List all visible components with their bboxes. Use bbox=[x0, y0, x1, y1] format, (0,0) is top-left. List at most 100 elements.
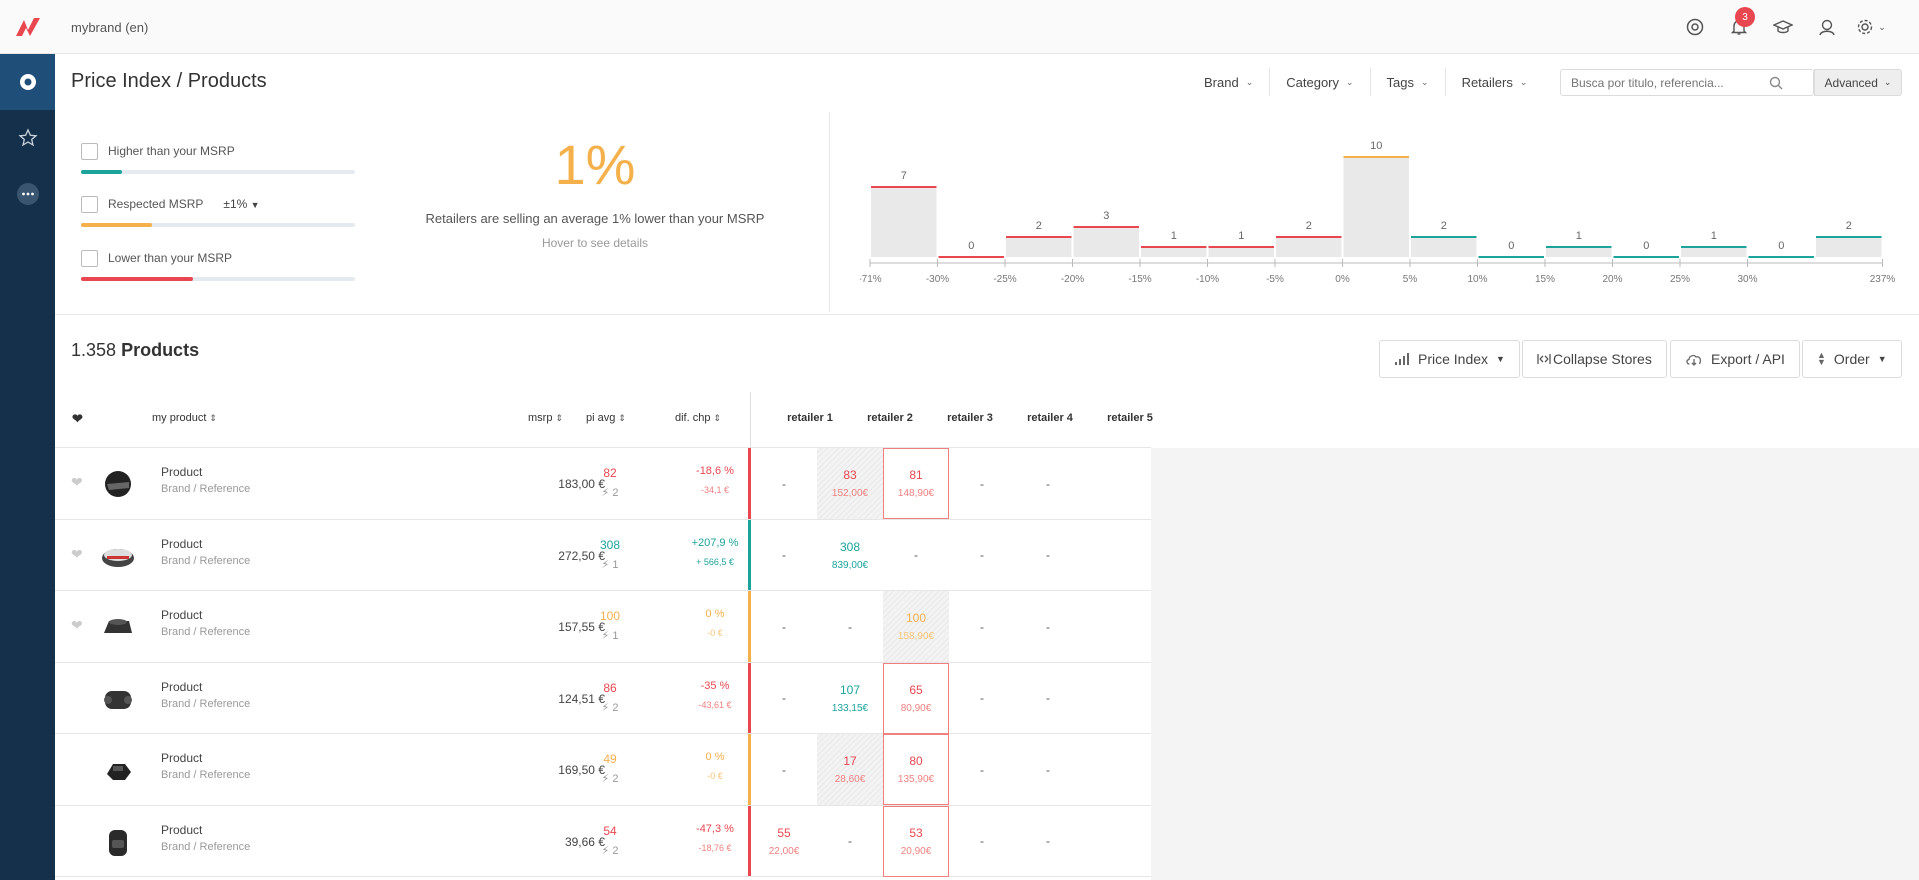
column-dif-chp[interactable]: dif. chp ⇕ bbox=[675, 412, 721, 424]
status-indicator bbox=[748, 448, 751, 519]
higher-than-msrp-checkbox-row[interactable]: Higher than your MSRP bbox=[81, 141, 355, 161]
product-name[interactable]: Product bbox=[161, 822, 203, 837]
chrome-icon[interactable] bbox=[1673, 12, 1717, 42]
histogram-bar[interactable] bbox=[1276, 237, 1342, 257]
favorite-heart-icon[interactable]: ❤ bbox=[71, 545, 83, 562]
average-price-index-percent: 1% bbox=[554, 133, 636, 196]
filter-tags[interactable]: Tags ⌄ bbox=[1371, 68, 1446, 96]
price-index-label: Price Index bbox=[1418, 351, 1489, 367]
order-button[interactable]: ▲ ▼ Order ▼ bbox=[1802, 340, 1902, 378]
retailer-price-cell[interactable]: 65 80,90€ bbox=[883, 662, 949, 734]
histogram-tick-label: 20% bbox=[1602, 274, 1622, 285]
panel-divider bbox=[829, 112, 830, 312]
filter-category[interactable]: Category ⌄ bbox=[1270, 68, 1371, 96]
product-thumbnail[interactable] bbox=[99, 609, 137, 645]
product-dif-amount: -34,1 € bbox=[700, 485, 730, 495]
histogram-bar[interactable] bbox=[871, 187, 937, 257]
graduation-cap-icon[interactable] bbox=[1761, 12, 1805, 42]
search-input[interactable] bbox=[1561, 70, 1761, 95]
retailer-price-cell[interactable]: 81 148,90€ bbox=[883, 448, 949, 519]
retailer-price-cell[interactable]: 80 135,90€ bbox=[883, 734, 949, 805]
table-row[interactable]: Product Brand / Reference 39,66 €54 ⚡︎ 2 -47… bbox=[55, 805, 1151, 877]
retailer-price-cell[interactable]: 107 133,15€ bbox=[817, 663, 883, 734]
advanced-label: Advanced bbox=[1824, 75, 1878, 90]
chevron-down-icon: ⌄ bbox=[1421, 76, 1429, 87]
column-my-product[interactable]: my product ⇕ bbox=[152, 412, 217, 424]
retailer-price-cell[interactable]: 53 20,90€ bbox=[883, 805, 949, 877]
histogram-tick-label: 30% bbox=[1737, 274, 1757, 285]
collapse-stores-button[interactable]: Collapse Stores bbox=[1522, 340, 1667, 378]
product-thumbnail[interactable] bbox=[99, 681, 137, 717]
product-msrp: 39,66 € bbox=[564, 834, 605, 849]
account-name[interactable]: mybrand (en) bbox=[71, 20, 149, 35]
lower-than-msrp-checkbox[interactable] bbox=[81, 249, 98, 267]
retailer-price-cell[interactable]: 83 152,00€ bbox=[817, 448, 883, 519]
higher-than-msrp-checkbox[interactable] bbox=[81, 142, 98, 160]
histogram-bar[interactable] bbox=[1411, 237, 1477, 257]
product-thumbnail[interactable] bbox=[99, 538, 137, 574]
lower-than-msrp-label: Lower than your MSRP bbox=[108, 251, 233, 265]
product-thumbnail[interactable] bbox=[99, 466, 137, 502]
product-name[interactable]: Product bbox=[161, 679, 203, 694]
product-name[interactable]: Product bbox=[161, 751, 203, 765]
filter-bar: Brand ⌄ Category ⌄ Tags ⌄ Retailers ⌄ bbox=[1188, 68, 1543, 96]
notifications-button[interactable]: 3 bbox=[1717, 7, 1761, 42]
product-name[interactable]: Product bbox=[161, 536, 203, 551]
column-retailer-1[interactable]: retailer 1 bbox=[787, 412, 833, 424]
retailer-price-cell[interactable]: 100 158,90€ bbox=[883, 591, 949, 662]
column-retailer-4[interactable]: retailer 4 bbox=[1027, 412, 1073, 424]
table-row[interactable]: Product Brand / Reference 169,50 €49 ⚡︎ 2 0 … bbox=[55, 734, 1151, 806]
product-dif-amount: -0 € bbox=[707, 628, 723, 638]
table-row[interactable]: ❤ Product Brand / Reference 157,55 €100 ⚡︎ 1… bbox=[55, 591, 1151, 663]
respected-msrp-checkbox-row[interactable]: Respected MSRP ±1% ▼ bbox=[81, 194, 355, 214]
product-table-body: ❤ Product Brand / Reference 183,00 €82 ⚡︎ 2 -… bbox=[55, 448, 1151, 877]
favorites-heart-icon[interactable]: ❤ bbox=[72, 411, 83, 426]
histogram-bar[interactable] bbox=[1006, 237, 1072, 257]
histogram-bar[interactable] bbox=[1073, 227, 1140, 257]
lower-than-msrp-checkbox-row[interactable]: Lower than your MSRP bbox=[81, 248, 355, 268]
table-row[interactable]: ❤ Product Brand / Reference 272,50 €308 ⚡︎ 1… bbox=[55, 519, 1151, 591]
retailer-price-cell[interactable]: 17 28,60€ bbox=[817, 734, 883, 805]
column-retailer-2[interactable]: retailer 2 bbox=[867, 412, 913, 424]
advanced-search-button[interactable]: Advanced ⌄ bbox=[1814, 69, 1902, 96]
histogram-bar[interactable] bbox=[1208, 247, 1275, 257]
table-row[interactable]: Product Brand / Reference 124,51 €86 ⚡︎ 2 -3… bbox=[55, 662, 1151, 734]
filter-brand[interactable]: Brand ⌄ bbox=[1188, 68, 1271, 96]
table-row[interactable]: ❤ Product Brand / Reference 183,00 €82 ⚡︎ 2 -… bbox=[55, 448, 1151, 520]
product-thumbnail[interactable] bbox=[99, 824, 137, 860]
product-pi-avg: 82 bbox=[603, 466, 617, 480]
sidebar-item-more[interactable] bbox=[0, 166, 55, 222]
retailer-price-cell[interactable]: 308 839,00€ bbox=[817, 520, 883, 591]
retailer-price-cell[interactable]: 55 22,00€ bbox=[751, 806, 817, 877]
price-index-button[interactable]: Price Index ▼ bbox=[1379, 340, 1520, 378]
search-icon[interactable] bbox=[1761, 70, 1791, 95]
favorite-heart-icon[interactable]: ❤ bbox=[71, 474, 83, 490]
product-thumbnail[interactable] bbox=[99, 752, 137, 788]
export-api-button[interactable]: Export / API bbox=[1670, 340, 1800, 378]
respected-msrp-checkbox[interactable] bbox=[81, 195, 98, 213]
column-retailer-3[interactable]: retailer 3 bbox=[947, 412, 993, 424]
favorite-heart-icon[interactable]: ❤ bbox=[71, 617, 83, 633]
sidebar-item-favorites[interactable] bbox=[0, 110, 55, 166]
filter-higher-than-msrp: Higher than your MSRP bbox=[81, 141, 355, 174]
histogram-bar[interactable] bbox=[1141, 247, 1207, 257]
sidebar-item-price-index[interactable] bbox=[0, 54, 55, 110]
histogram-bar[interactable] bbox=[1546, 247, 1612, 257]
brand-logo[interactable] bbox=[14, 14, 42, 40]
product-name[interactable]: Product bbox=[161, 608, 203, 622]
price-index-description: Retailers are selling an average 1% lowe… bbox=[425, 211, 765, 226]
histogram-bar[interactable] bbox=[1343, 157, 1410, 257]
histogram-bar[interactable] bbox=[1681, 247, 1747, 257]
histogram-bar[interactable] bbox=[1816, 237, 1882, 257]
product-name[interactable]: Product bbox=[161, 465, 203, 479]
star-icon bbox=[17, 128, 38, 147]
column-msrp[interactable]: msrp ⇕ bbox=[528, 412, 563, 424]
tolerance-dropdown[interactable]: ±1% ▼ bbox=[223, 197, 259, 211]
caret-down-icon: ▼ bbox=[1877, 354, 1887, 364]
user-icon[interactable] bbox=[1805, 12, 1849, 42]
column-retailer-5[interactable]: retailer 5 bbox=[1107, 412, 1153, 424]
settings-menu[interactable]: ⌄ bbox=[1849, 12, 1893, 42]
filter-retailers[interactable]: Retailers ⌄ bbox=[1446, 68, 1544, 96]
column-pi-avg[interactable]: pi avg ⇕ bbox=[586, 412, 626, 424]
